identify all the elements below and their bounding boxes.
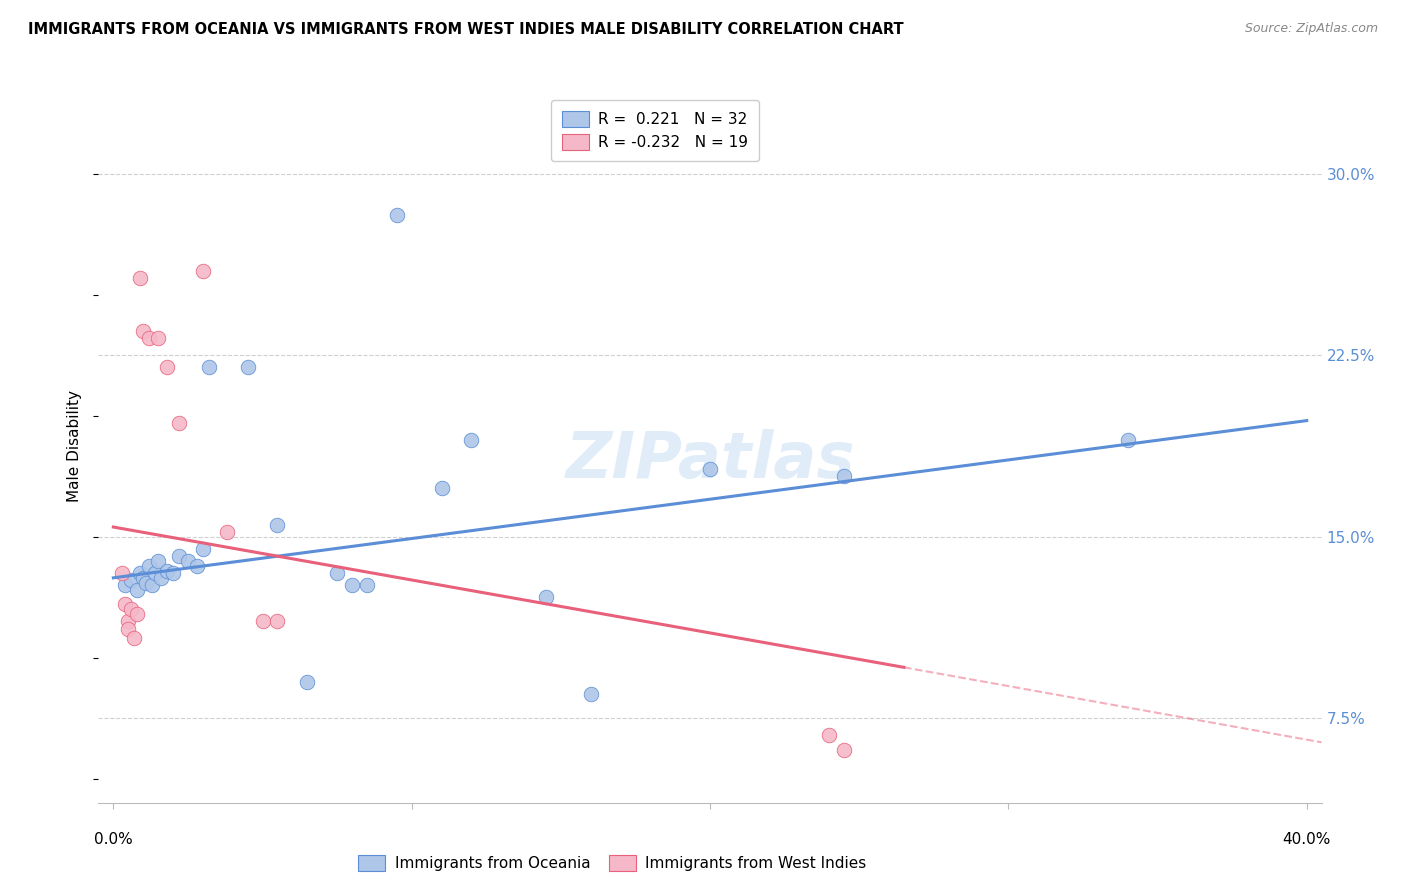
Point — [252, 615, 274, 629]
Text: Source: ZipAtlas.com: Source: ZipAtlas.com — [1244, 22, 1378, 36]
Point — [818, 728, 841, 742]
Text: 40.0%: 40.0% — [1282, 832, 1331, 847]
Point — [297, 674, 319, 689]
Point — [138, 331, 160, 345]
Point — [114, 578, 136, 592]
Point — [177, 554, 200, 568]
Y-axis label: Male Disability: Male Disability — [67, 390, 83, 502]
Point — [156, 564, 179, 578]
Point — [122, 632, 145, 646]
Point — [111, 566, 134, 580]
Point — [186, 558, 208, 573]
Point — [141, 578, 163, 592]
Point — [162, 566, 184, 580]
Point — [699, 462, 721, 476]
Point — [356, 578, 378, 592]
Point — [236, 360, 259, 375]
Point — [117, 615, 139, 629]
Point — [460, 433, 482, 447]
Point — [326, 566, 349, 580]
Point — [129, 566, 152, 580]
Point — [138, 558, 160, 573]
Point — [150, 571, 173, 585]
Point — [129, 271, 152, 285]
Point — [1116, 433, 1139, 447]
Text: ZIPatlas: ZIPatlas — [565, 429, 855, 491]
Point — [127, 607, 149, 621]
Point — [534, 590, 557, 604]
Point — [135, 575, 157, 590]
Point — [215, 524, 238, 539]
Point — [191, 263, 214, 277]
Point — [340, 578, 363, 592]
Point — [132, 571, 155, 585]
Point — [127, 582, 149, 597]
Point — [120, 574, 142, 588]
Point — [430, 481, 453, 495]
Point — [120, 602, 142, 616]
Point — [132, 324, 155, 338]
Point — [167, 549, 190, 563]
Point — [385, 208, 408, 222]
Point — [266, 517, 288, 532]
Text: IMMIGRANTS FROM OCEANIA VS IMMIGRANTS FROM WEST INDIES MALE DISABILITY CORRELATI: IMMIGRANTS FROM OCEANIA VS IMMIGRANTS FR… — [28, 22, 904, 37]
Point — [146, 331, 169, 345]
Point — [832, 469, 855, 483]
Point — [143, 566, 166, 580]
Point — [266, 615, 288, 629]
Legend: Immigrants from Oceania, Immigrants from West Indies: Immigrants from Oceania, Immigrants from… — [352, 849, 873, 877]
Point — [156, 360, 179, 375]
Point — [832, 742, 855, 756]
Point — [146, 554, 169, 568]
Point — [117, 622, 139, 636]
Point — [191, 541, 214, 556]
Point — [167, 416, 190, 430]
Point — [198, 360, 221, 375]
Text: 0.0%: 0.0% — [94, 832, 132, 847]
Point — [114, 598, 136, 612]
Point — [579, 687, 602, 701]
